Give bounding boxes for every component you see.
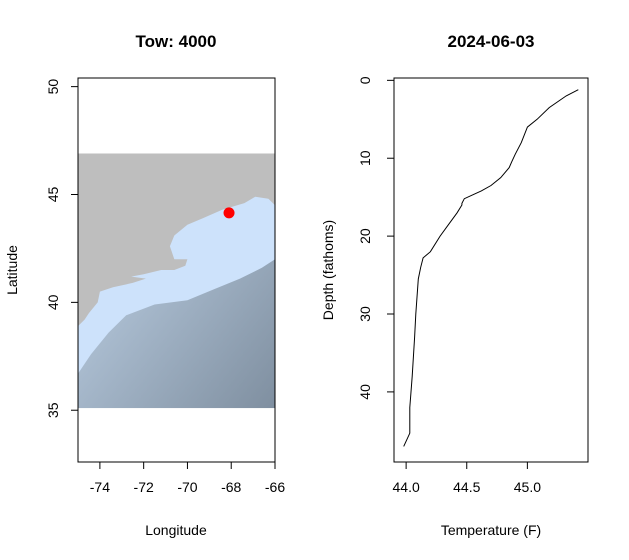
- map-y-tick-label: 45: [45, 186, 61, 202]
- map-panel: Tow: 4000 -74 -72 -70 -68 -66 35 40 45 50 Longi…: [4, 32, 285, 538]
- map-x-tick-label: -70: [177, 479, 197, 495]
- map-plot-border: [77, 77, 276, 463]
- map-y-tick-label: 40: [45, 294, 61, 310]
- profile-x-tick-label: 44.0: [393, 479, 420, 495]
- tow-location-marker: [223, 207, 235, 219]
- profile-plot-border: [393, 77, 589, 463]
- map-title: Tow: 4000: [136, 32, 217, 51]
- profile-y-axis: 0 10 20 30 40: [357, 76, 394, 400]
- profile-x-tick-label: 45.0: [514, 479, 541, 495]
- profile-panel: 2024-06-03 44.0 44.5 45.0 0 10 20 30 40 Temper…: [320, 32, 589, 538]
- profile-x-label: Temperature (F): [441, 522, 541, 538]
- profile-y-tick-label: 0: [357, 76, 373, 84]
- profile-y-label: Depth (fathoms): [320, 220, 336, 320]
- map-x-label: Longitude: [145, 522, 207, 538]
- profile-y-tick-label: 10: [357, 150, 373, 166]
- temperature-depth-line: [403, 89, 579, 447]
- map-layers: [78, 153, 275, 409]
- map-y-tick-label: 35: [45, 402, 61, 418]
- map-y-axis: 35 40 45 50: [45, 79, 78, 418]
- profile-y-tick-label: 20: [357, 228, 373, 244]
- map-x-tick-label: -74: [90, 479, 110, 495]
- land-area: [78, 153, 275, 327]
- profile-title: 2024-06-03: [448, 32, 535, 51]
- map-x-tick-label: -66: [265, 479, 285, 495]
- profile-x-axis: 44.0 44.5 45.0: [393, 462, 541, 495]
- profile-y-tick-label: 30: [357, 306, 373, 322]
- map-x-axis: -74 -72 -70 -68 -66: [90, 462, 285, 495]
- profile-y-tick-label: 40: [357, 384, 373, 400]
- map-y-tick-label: 50: [45, 79, 61, 95]
- map-x-tick-label: -72: [134, 479, 154, 495]
- profile-x-tick-label: 44.5: [453, 479, 480, 495]
- map-y-label: Latitude: [4, 245, 20, 295]
- map-x-tick-label: -68: [221, 479, 241, 495]
